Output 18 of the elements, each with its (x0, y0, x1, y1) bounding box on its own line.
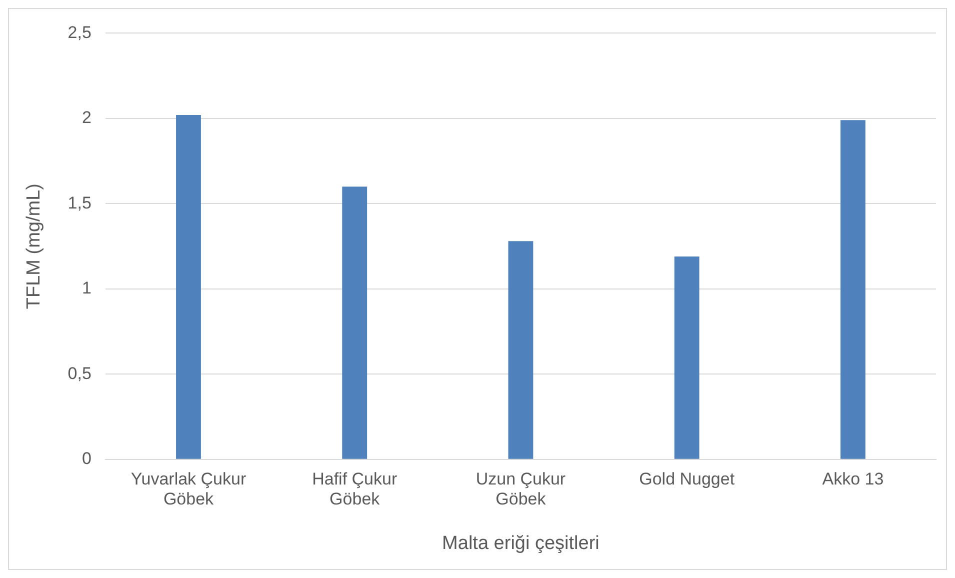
y-tick-label: 1,5 (68, 193, 92, 212)
x-tick-label: Uzun Çukur Göbek (476, 469, 566, 509)
bar (840, 120, 866, 459)
x-tick-label: Gold Nugget (639, 469, 735, 488)
x-tick-label: Akko 13 (822, 469, 884, 488)
y-tick-label: 0,5 (68, 364, 92, 383)
x-tick-label: Yuvarlak Çukur Göbek (130, 469, 246, 509)
y-tick-label: 2,5 (68, 22, 92, 42)
bar (674, 256, 700, 459)
bar (342, 186, 368, 459)
x-axis-title: Malta eriği çeşitleri (442, 532, 600, 554)
x-tick-label: Hafif Çukur Göbek (312, 469, 398, 509)
y-axis-title: TFLM (mg/mL) (24, 183, 45, 310)
y-tick-label: 0 (82, 449, 92, 468)
bar (508, 241, 534, 459)
y-tick-label: 1 (82, 278, 92, 298)
bar (176, 115, 201, 459)
y-tick-label: 2 (82, 108, 92, 128)
